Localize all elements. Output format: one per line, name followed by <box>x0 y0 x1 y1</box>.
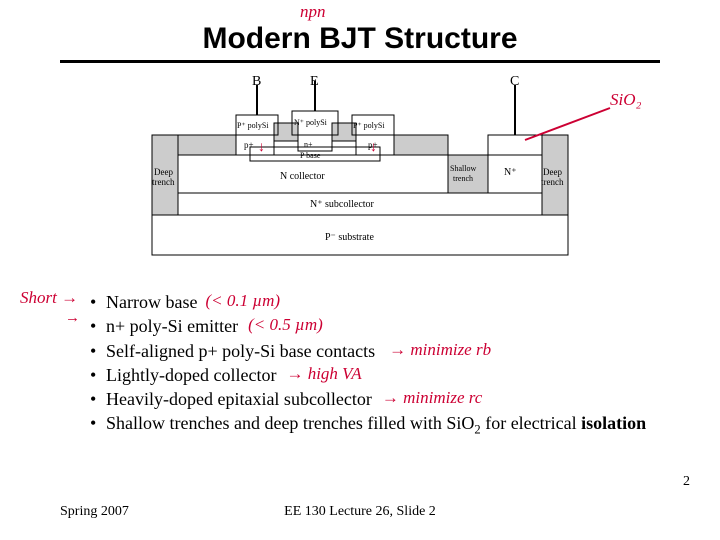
footer-center: EE 130 Lecture 26, Slide 2 <box>0 504 720 520</box>
svg-text:Shallow: Shallow <box>450 164 476 173</box>
terminal-c: C <box>510 75 519 89</box>
svg-text:trench: trench <box>152 177 175 187</box>
title-rule <box>60 60 660 63</box>
svg-text:p+: p+ <box>244 140 254 150</box>
annotation-short: Short → <box>20 288 78 308</box>
bjt-diagram: B E C P⁺ polySi N⁺ polySi P⁺ polySi p+ n… <box>140 75 580 265</box>
page-number: 2 <box>683 474 690 490</box>
svg-text:Deep: Deep <box>543 167 562 177</box>
annotation-arrow-pplus1: ↓ <box>258 140 265 156</box>
svg-text:N⁺: N⁺ <box>504 167 517 178</box>
bullet-list: •Narrow base (< 0.1 µm) •n+ poly-Si emit… <box>90 290 650 439</box>
bullet-3-text: Self-aligned p+ poly-Si base contacts <box>106 339 375 363</box>
bullet-4-text: Lightly-doped collector <box>106 363 276 387</box>
terminal-b: B <box>252 75 261 89</box>
bullet-2-text: n+ poly-Si emitter <box>106 314 238 338</box>
bullet-2: •n+ poly-Si emitter (< 0.5 µm) <box>90 314 650 338</box>
sio2-pointer <box>520 100 615 150</box>
annotation-short-arrow2: → <box>65 310 80 327</box>
svg-text:n+: n+ <box>304 140 313 149</box>
svg-text:trench: trench <box>453 174 473 183</box>
terminal-e: E <box>310 75 319 89</box>
svg-text:P⁺ polySi: P⁺ polySi <box>353 121 385 130</box>
bullet-6: • Shallow trenches and deep trenches fil… <box>90 411 650 439</box>
slide-title: Modern BJT Structure <box>0 22 720 56</box>
svg-text:Deep: Deep <box>154 167 173 177</box>
svg-text:N collector: N collector <box>280 171 325 182</box>
svg-text:trench: trench <box>541 177 564 187</box>
annotation-arrow-pplus2: ↓ <box>370 140 377 156</box>
annotation-b3: → minimize rb <box>389 339 491 363</box>
bullet-1: •Narrow base (< 0.1 µm) <box>90 290 650 314</box>
bullet-5: •Heavily-doped epitaxial subcollector → … <box>90 387 650 411</box>
annotation-b4: → high VA <box>286 363 361 387</box>
bullet-6-text: Shallow trenches and deep trenches fille… <box>106 411 646 439</box>
annotation-b5: → minimize rc <box>382 387 482 411</box>
svg-text:N⁺ subcollector: N⁺ subcollector <box>310 199 375 210</box>
bullet-1-text: Narrow base <box>106 290 197 314</box>
annotation-b1: (< 0.1 µm) <box>205 290 280 314</box>
annotation-npn: npn <box>300 2 326 22</box>
svg-text:P⁻ substrate: P⁻ substrate <box>325 232 374 243</box>
svg-text:P⁺ polySi: P⁺ polySi <box>237 121 269 130</box>
annotation-b2: (< 0.5 µm) <box>248 314 323 338</box>
svg-text:P base: P base <box>300 151 321 160</box>
bullet-5-text: Heavily-doped epitaxial subcollector <box>106 387 372 411</box>
bullet-3: •Self-aligned p+ poly-Si base contacts →… <box>90 339 650 363</box>
bullet-4: •Lightly-doped collector → high VA <box>90 363 650 387</box>
svg-text:N⁺ polySi: N⁺ polySi <box>294 118 328 127</box>
